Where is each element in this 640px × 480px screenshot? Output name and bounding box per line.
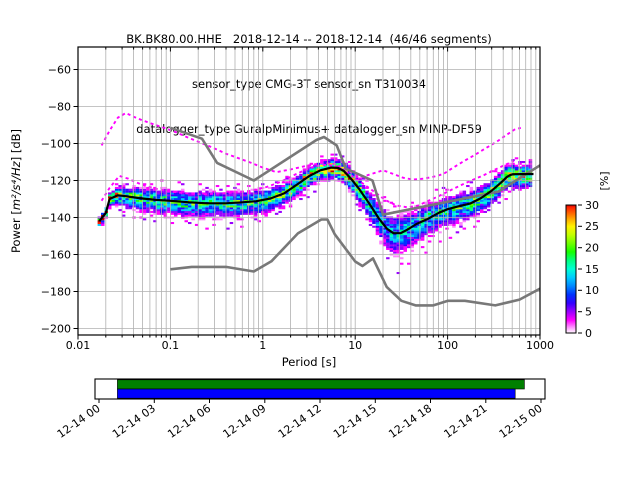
y-tick-label: −140 xyxy=(41,211,71,224)
timeline-tick-label: 12-15 00 xyxy=(497,402,545,441)
x-tick-label: 0.1 xyxy=(162,339,180,352)
y-tick-label: −60 xyxy=(48,63,71,76)
x-tick-label: 100 xyxy=(437,339,458,352)
y-tick-label: −160 xyxy=(41,248,71,261)
psd-histogram xyxy=(97,153,533,275)
x-tick-label: 0.01 xyxy=(66,339,91,352)
figure-title: BK.BK80.00.HHE 2018-12-14 -- 2018-12-14 … xyxy=(126,32,492,46)
timeline-tick-label: 12-14 09 xyxy=(221,402,269,441)
colorbar-unit-label: [%] xyxy=(598,171,611,190)
colorbar-tick-label: 30 xyxy=(585,199,599,212)
NLNM-low-noise-model xyxy=(170,218,540,307)
NHNM-high-noise-model xyxy=(169,126,540,216)
colorbar-gradient xyxy=(565,204,577,334)
x-tick-label: 10 xyxy=(348,339,362,352)
title-block: BK.BK80.00.HHE 2018-12-14 -- 2018-12-14 … xyxy=(0,2,618,167)
figure-subtitle-datalogger: datalogger_type GuralpMinimus+ datalogge… xyxy=(136,122,482,136)
grid xyxy=(77,47,541,335)
timeline-tick-label: 12-14 12 xyxy=(276,402,324,441)
colorbar-tick-label: 0 xyxy=(585,327,592,340)
figure-subtitle-sensor: sensor_type CMG-3T sensor_sn T310034 xyxy=(192,77,426,91)
coverage-timeline: 12-14 00 12-14 03 12-14 06 12-14 09 12-14 12… xyxy=(55,378,546,441)
colorbar-tick-label: 5 xyxy=(585,306,592,319)
timeline-tick-label: 12-14 21 xyxy=(442,402,490,441)
y-tick-label: −180 xyxy=(41,285,71,298)
timeline-tick-label: 12-14 06 xyxy=(165,402,213,441)
x-axis-label: Period [s] xyxy=(282,355,336,369)
timeline-tick-label: 12-14 18 xyxy=(386,402,434,441)
psd-mode xyxy=(98,166,534,235)
axis-ticks xyxy=(73,47,541,340)
y-tick-label: −120 xyxy=(41,174,71,187)
colorbar-tick-label: 20 xyxy=(585,242,599,255)
colorbar-tick-label: 25 xyxy=(585,220,599,233)
timeline-tick-label: 12-14 15 xyxy=(331,402,379,441)
coverage-span xyxy=(117,379,525,390)
colorbar-tick-label: 15 xyxy=(585,263,599,276)
y-tick-label: −80 xyxy=(48,100,71,113)
outlier-psd-high xyxy=(100,111,522,181)
timeline-tick-label: 12-14 00 xyxy=(55,402,103,441)
x-tick-label: 1000 xyxy=(526,339,554,352)
colorbar: 0 5 10 15 20 25 30 [%] xyxy=(565,171,611,340)
plot-border xyxy=(77,46,541,336)
colorbar-tick-label: 10 xyxy=(585,284,599,297)
y-tick-label: −100 xyxy=(41,137,71,150)
coverage-data xyxy=(117,388,516,399)
x-tick-label: 1 xyxy=(259,339,266,352)
y-axis-label: Power [m²/s⁴/Hz] [dB] xyxy=(9,129,23,253)
y-tick-label: −200 xyxy=(41,322,71,335)
timeline-tick-label: 12-14 03 xyxy=(110,402,158,441)
